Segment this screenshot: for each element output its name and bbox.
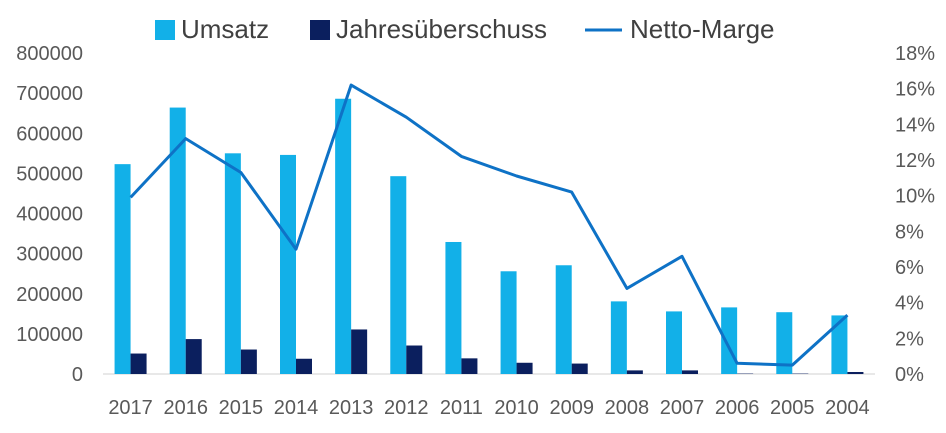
x-tick-label: 2006	[715, 397, 760, 419]
y-right-tick-label: 8%	[895, 221, 924, 243]
x-tick-label: 2009	[549, 397, 594, 419]
x-tick-label: 2007	[660, 397, 705, 419]
y-right-tick-label: 2%	[895, 328, 924, 350]
bar-jahresueberschuss	[186, 339, 202, 374]
bars	[115, 99, 864, 374]
bar-jahresueberschuss	[682, 370, 698, 374]
bar-umsatz	[115, 164, 131, 374]
legend-label-netto-marge: Netto-Marge	[630, 14, 775, 44]
y-left-tick-label: 700000	[16, 83, 83, 105]
x-tick-label: 2011	[440, 397, 483, 419]
x-tick-label: 2005	[770, 397, 815, 419]
bar-umsatz	[501, 271, 517, 374]
y-right-tick-label: 16%	[895, 79, 935, 101]
x-tick-label: 2013	[329, 397, 374, 419]
bar-jahresueberschuss	[627, 370, 643, 374]
x-tick-label: 2004	[825, 397, 870, 419]
y-right-tick-label: 4%	[895, 293, 924, 315]
y-right-tick-label: 0%	[895, 364, 924, 386]
y-right-tick-label: 10%	[895, 186, 935, 208]
y-left-tick-label: 500000	[16, 163, 83, 185]
bar-umsatz	[556, 265, 572, 374]
legend-swatch-umsatz	[155, 20, 175, 40]
bar-jahresueberschuss	[351, 329, 367, 374]
bar-jahresueberschuss	[406, 346, 422, 374]
bar-umsatz	[335, 99, 351, 374]
legend: Umsatz Jahresüberschuss Netto-Marge	[155, 14, 775, 44]
bar-umsatz	[666, 311, 682, 374]
bar-umsatz	[721, 307, 737, 374]
bar-jahresueberschuss	[572, 364, 588, 374]
bar-umsatz	[225, 153, 241, 374]
bar-umsatz	[390, 176, 406, 374]
x-tick-label: 2016	[163, 397, 208, 419]
y-right-tick-label: 14%	[895, 114, 935, 136]
bar-umsatz	[280, 155, 296, 374]
y-right-tick-label: 6%	[895, 257, 924, 279]
y-left-tick-label: 300000	[16, 244, 83, 266]
bar-jahresueberschuss	[517, 363, 533, 374]
y-right-tick-label: 18%	[895, 43, 935, 65]
x-tick-label: 2008	[605, 397, 650, 419]
y-left-tick-label: 600000	[16, 123, 83, 145]
legend-swatch-jahresueberschuss	[310, 20, 330, 40]
y-right-tick-label: 12%	[895, 150, 935, 172]
y-left-tick-label: 0	[72, 364, 83, 386]
bar-jahresueberschuss	[296, 359, 312, 374]
legend-label-umsatz: Umsatz	[181, 14, 269, 44]
x-tick-label: 2014	[274, 397, 319, 419]
legend-item-jahresueberschuss: Jahresüberschuss	[310, 14, 547, 44]
bar-jahresueberschuss	[241, 350, 257, 374]
x-tick-label: 2015	[219, 397, 264, 419]
x-tick-label: 2010	[494, 397, 539, 419]
x-tick-label: 2017	[108, 397, 153, 419]
legend-item-umsatz: Umsatz	[155, 14, 269, 44]
legend-item-netto-marge: Netto-Marge	[585, 14, 775, 44]
x-tick-label: 2012	[384, 397, 429, 419]
bar-umsatz	[445, 242, 461, 374]
y-left-tick-label: 200000	[16, 284, 83, 306]
y-left-tick-label: 400000	[16, 204, 83, 226]
y-left-tick-label: 100000	[16, 324, 83, 346]
bar-jahresueberschuss	[131, 354, 147, 374]
bar-jahresueberschuss	[847, 372, 863, 374]
y-left-tick-label: 800000	[16, 43, 83, 65]
bar-jahresueberschuss	[461, 358, 477, 374]
legend-label-jahresueberschuss: Jahresüberschuss	[336, 14, 547, 44]
bar-umsatz	[611, 301, 627, 374]
